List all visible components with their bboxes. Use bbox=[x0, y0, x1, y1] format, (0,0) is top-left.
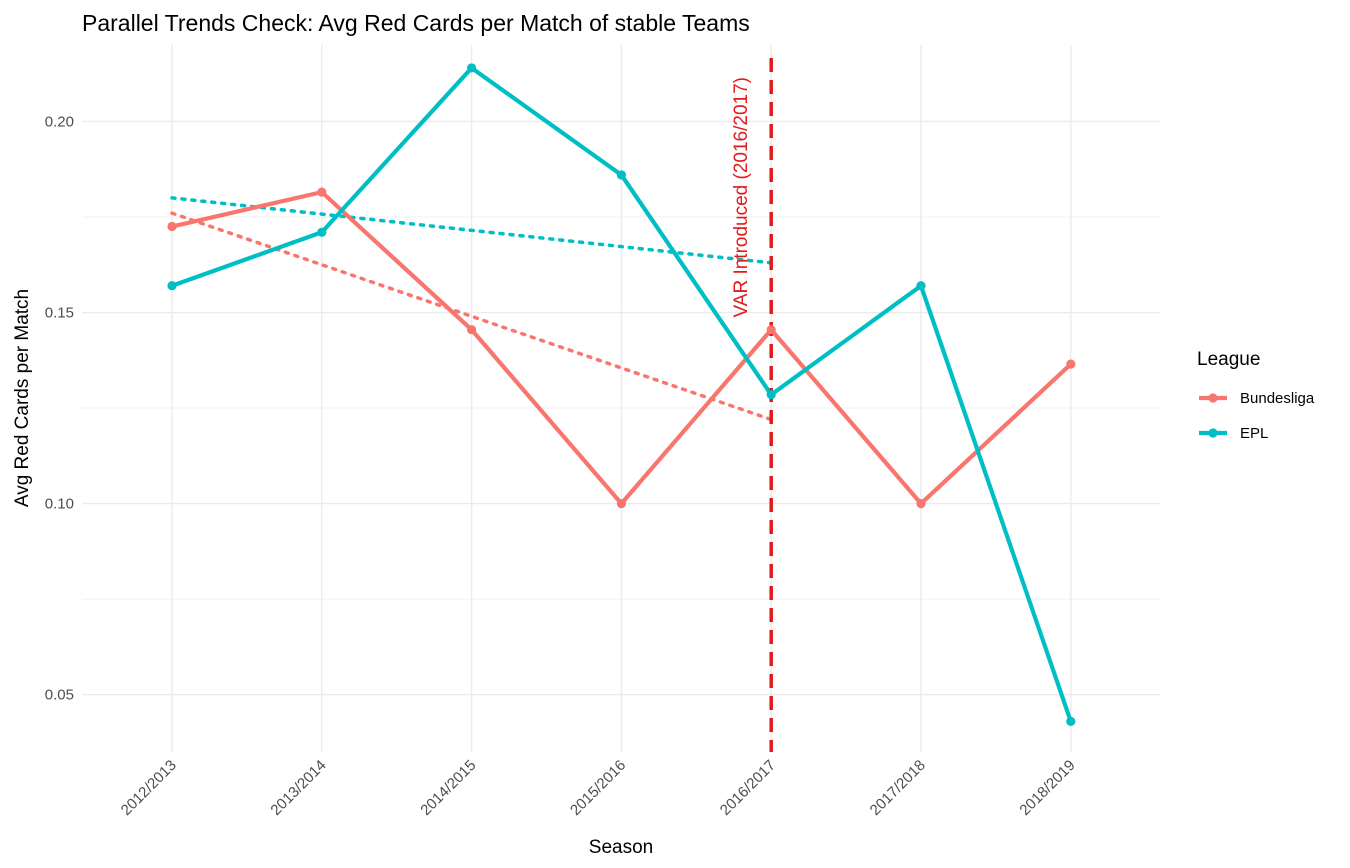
y-tick-label: 0.20 bbox=[45, 113, 74, 130]
var-annotation: VAR Introduced (2016/2017) bbox=[731, 77, 752, 317]
legend-label-bundesliga: Bundesliga bbox=[1240, 390, 1315, 407]
point-bundesliga bbox=[467, 325, 477, 335]
point-bundesliga bbox=[766, 325, 776, 335]
x-axis-title: Season bbox=[589, 837, 653, 858]
x-tick-label: 2012/2013 bbox=[118, 757, 180, 819]
y-tick-label: 0.05 bbox=[45, 687, 74, 704]
y-tick-label: 0.10 bbox=[45, 496, 74, 513]
point-epl bbox=[616, 170, 627, 180]
legend-items: Bundesliga EPL bbox=[1199, 390, 1315, 442]
legend: League Bundesliga EPL bbox=[1197, 349, 1315, 442]
y-tick-label: 0.15 bbox=[45, 305, 74, 322]
point-epl bbox=[1066, 716, 1076, 727]
x-tick-label: 2014/2015 bbox=[417, 757, 479, 819]
y-axis-title: Avg Red Cards per Match bbox=[12, 289, 33, 507]
trend-lines bbox=[170, 196, 773, 422]
x-tick-label: 2015/2016 bbox=[567, 757, 629, 819]
x-tick-label: 2018/2019 bbox=[1016, 757, 1078, 819]
x-tick-label: 2016/2017 bbox=[717, 757, 779, 819]
var-vline-group: VAR Introduced (2016/2017) bbox=[731, 58, 773, 752]
point-bundesliga bbox=[916, 498, 926, 509]
point-epl bbox=[467, 63, 477, 73]
data-points bbox=[167, 63, 1076, 727]
legend-label-epl: EPL bbox=[1240, 425, 1268, 442]
legend-key-point bbox=[1208, 428, 1218, 438]
x-axis-ticks: 2012/2013 2013/2014 2014/2015 2015/2016 2016… bbox=[118, 757, 1079, 819]
point-bundesliga bbox=[317, 187, 327, 197]
point-epl bbox=[766, 390, 776, 400]
y-axis-ticks: 0.05 0.10 0.15 0.20 bbox=[45, 113, 74, 703]
point-epl bbox=[167, 281, 177, 291]
gridlines bbox=[82, 45, 1160, 752]
point-bundesliga bbox=[1066, 359, 1076, 369]
legend-title: League bbox=[1197, 349, 1260, 370]
chart-title: Parallel Trends Check: Avg Red Cards per… bbox=[82, 10, 750, 36]
point-epl bbox=[317, 227, 327, 237]
point-epl bbox=[916, 281, 926, 291]
point-bundesliga bbox=[616, 498, 627, 509]
x-tick-label: 2017/2018 bbox=[867, 757, 929, 819]
trend-line-epl bbox=[170, 196, 773, 265]
x-tick-label: 2013/2014 bbox=[267, 757, 329, 819]
point-bundesliga bbox=[167, 221, 177, 232]
legend-key-point bbox=[1208, 393, 1218, 403]
